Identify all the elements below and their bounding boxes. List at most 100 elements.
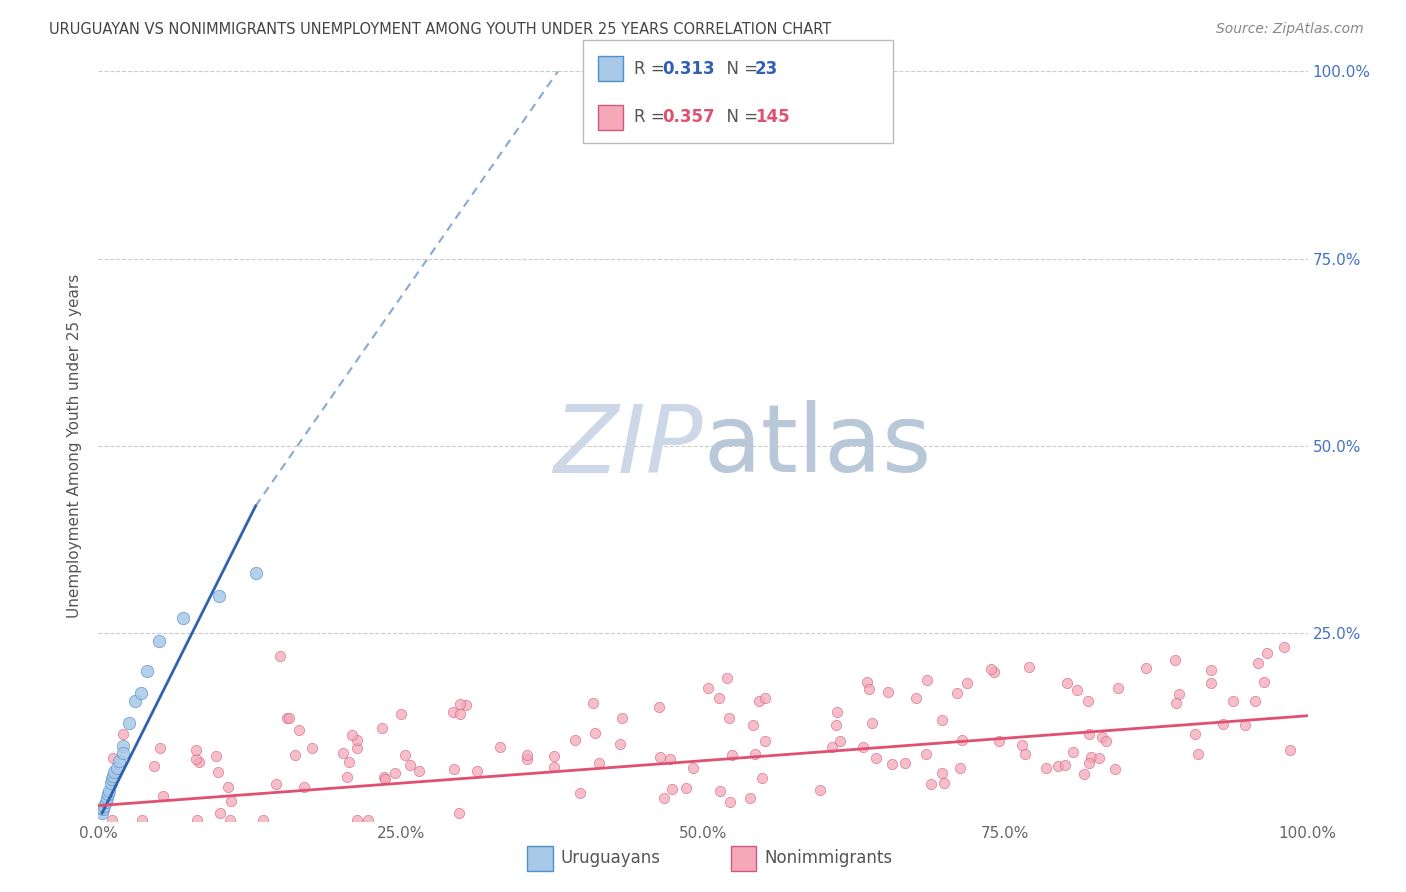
Point — [1164, 653, 1187, 667]
Point — [852, 739, 875, 754]
Point — [373, 770, 395, 784]
Point — [105, 761, 128, 775]
Point — [149, 740, 172, 755]
Point — [148, 633, 170, 648]
Point — [208, 589, 231, 603]
Point — [1199, 676, 1222, 690]
Point — [1184, 727, 1206, 741]
Point — [856, 675, 879, 690]
Point — [914, 747, 936, 761]
Point — [931, 766, 953, 780]
Point — [582, 696, 605, 710]
Text: Source: ZipAtlas.com: Source: ZipAtlas.com — [1216, 22, 1364, 37]
Point — [740, 790, 762, 805]
Text: 23: 23 — [755, 60, 779, 78]
Point — [371, 721, 394, 735]
Point — [543, 760, 565, 774]
Text: ZIP: ZIP — [554, 401, 703, 491]
Point — [952, 733, 974, 747]
Point — [346, 732, 368, 747]
Point — [1014, 747, 1036, 761]
Point — [346, 740, 368, 755]
Point — [488, 740, 510, 755]
Point — [865, 750, 887, 764]
Point — [207, 764, 229, 779]
Point — [97, 788, 120, 802]
Point — [129, 686, 152, 700]
Point — [93, 798, 115, 813]
Point — [91, 806, 114, 821]
Point — [101, 751, 124, 765]
Point — [862, 716, 884, 731]
Point — [718, 795, 741, 809]
Point — [825, 705, 848, 719]
Point — [543, 748, 565, 763]
Text: N =: N = — [716, 108, 763, 126]
Point — [1054, 757, 1077, 772]
Point — [876, 685, 898, 699]
Point — [152, 789, 174, 803]
Point — [118, 716, 141, 731]
Point — [245, 566, 267, 581]
Point — [284, 747, 307, 762]
Point — [1047, 758, 1070, 772]
Point — [1066, 682, 1088, 697]
Point — [1088, 751, 1111, 765]
Point — [340, 728, 363, 742]
Text: atlas: atlas — [703, 400, 931, 492]
Point — [288, 723, 311, 738]
Point — [111, 746, 134, 760]
Point — [384, 765, 406, 780]
Point — [1077, 694, 1099, 708]
Point — [648, 700, 671, 714]
Point — [264, 776, 287, 790]
Point — [931, 713, 953, 727]
Point — [744, 747, 766, 761]
Point — [920, 777, 942, 791]
Point — [682, 761, 704, 775]
Point — [357, 813, 380, 827]
Point — [709, 690, 731, 705]
Point — [184, 752, 207, 766]
Point — [741, 717, 763, 731]
Point — [716, 671, 738, 685]
Point — [219, 813, 242, 827]
Point — [1107, 681, 1129, 696]
Point — [394, 747, 416, 762]
Point — [720, 748, 742, 763]
Point — [187, 755, 209, 769]
Point — [652, 790, 675, 805]
Point — [569, 786, 592, 800]
Point — [754, 690, 776, 705]
Point — [337, 755, 360, 769]
Point — [808, 783, 831, 797]
Point — [980, 661, 1002, 675]
Point — [1234, 718, 1257, 732]
Point — [934, 775, 956, 789]
Point — [112, 727, 135, 741]
Point — [1104, 762, 1126, 776]
Point — [1018, 660, 1040, 674]
Point — [648, 749, 671, 764]
Point — [441, 705, 464, 719]
Point — [830, 734, 852, 748]
Text: 0.313: 0.313 — [662, 60, 714, 78]
Point — [124, 694, 146, 708]
Point — [905, 690, 928, 705]
Point — [205, 749, 228, 764]
Point — [1091, 730, 1114, 744]
Point — [101, 813, 124, 827]
Point — [894, 756, 917, 770]
Point — [583, 726, 606, 740]
Point — [96, 791, 118, 805]
Point — [143, 759, 166, 773]
Point — [1253, 674, 1275, 689]
Point — [697, 681, 720, 695]
Point — [718, 711, 741, 725]
Point — [675, 781, 697, 796]
Point — [103, 764, 125, 779]
Text: Nonimmigrants: Nonimmigrants — [765, 849, 893, 867]
Point — [516, 752, 538, 766]
Point — [111, 739, 134, 753]
Point — [1035, 761, 1057, 775]
